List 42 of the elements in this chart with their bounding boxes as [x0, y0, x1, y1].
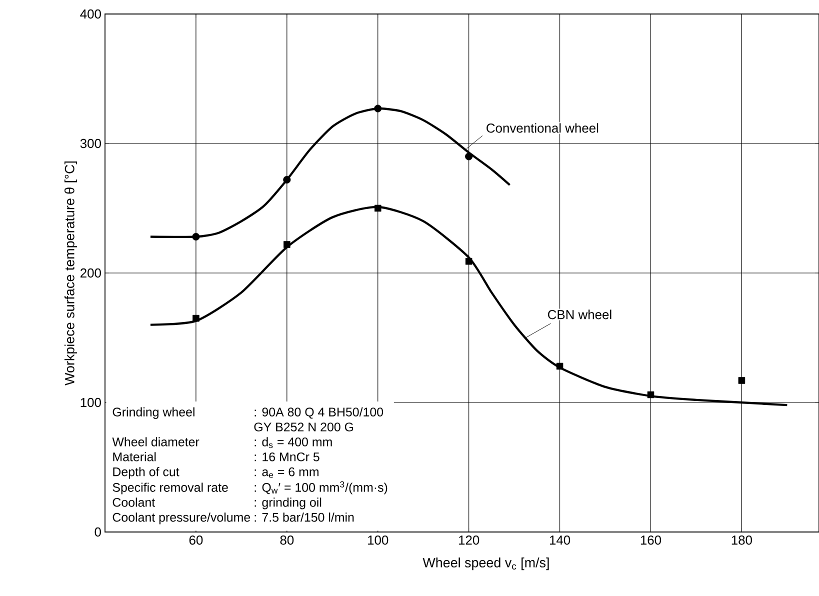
y-axis-title: Workpiece surface temperature θ [°C] — [64, 162, 78, 386]
annotation: : 90A 80 Q 4 BH50/100 — [254, 407, 384, 419]
annotation: Material — [113, 452, 156, 462]
point — [647, 391, 654, 398]
annotation: Wheel diameter — [112, 437, 200, 446]
annotation: : 7.5 bar/150 l/min — [254, 512, 354, 522]
point — [556, 362, 564, 370]
x-tick-label: 120 — [459, 536, 480, 545]
point — [374, 104, 382, 112]
annotation: : a$_{e}$ = 6 mm — [254, 467, 318, 478]
point — [465, 152, 473, 160]
point — [374, 204, 382, 212]
x-tick-label: 80 — [280, 536, 294, 545]
y-tick-label: 300 — [80, 138, 101, 148]
point — [465, 258, 472, 265]
annotation: GY B252 N 200 G — [254, 422, 354, 432]
annotation: Depth of cut — [113, 467, 180, 479]
y-tick-label: 100 — [80, 398, 101, 408]
point — [283, 176, 291, 184]
x-tick-label: 100 — [368, 536, 388, 545]
x-tick-label: 180 — [732, 536, 752, 545]
point — [738, 377, 746, 384]
text: CBN wheel — [548, 310, 612, 320]
y-tick-label: 200 — [80, 268, 101, 278]
y-tick-label: 400 — [80, 9, 101, 19]
x-axis-title: Wheel speed v$_{c}$ [m/s] — [422, 558, 549, 570]
annotation: Grinding wheel — [112, 407, 194, 419]
x-tick-label: 60 — [189, 536, 203, 545]
annotation: : 16 MnCr 5 — [254, 452, 320, 462]
point — [192, 232, 200, 241]
x-tick-label: 160 — [640, 536, 662, 545]
annotation: Coolant — [112, 498, 156, 507]
annotation: : grinding oil — [254, 498, 322, 510]
annotation: Coolant pressure/volume — [112, 512, 250, 524]
x-tick-label: 140 — [550, 536, 570, 545]
annotation: : d$_{s}$ = 400 mm — [254, 437, 332, 448]
y-tick-label: 0 — [94, 527, 101, 537]
text: Conventional wheel — [486, 123, 598, 133]
annotation: Specific removal rate — [112, 482, 228, 494]
point — [192, 314, 200, 322]
annotation: : Q$_{w}$′ = 100 mm$^{3}$/(mm·s) — [254, 481, 388, 494]
point — [284, 241, 290, 248]
